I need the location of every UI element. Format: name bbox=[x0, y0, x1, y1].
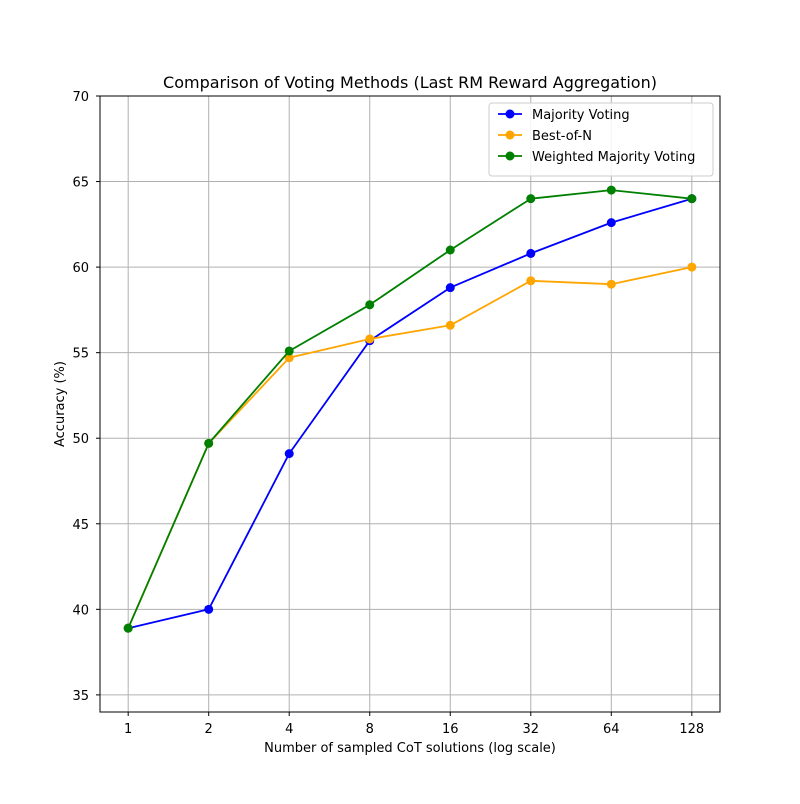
legend-label: Majority Voting bbox=[532, 108, 630, 123]
series-lines bbox=[123, 185, 697, 633]
data-point bbox=[204, 438, 214, 448]
y-tick-label: 35 bbox=[72, 689, 89, 704]
data-point bbox=[445, 245, 455, 255]
data-point bbox=[445, 320, 455, 330]
grid-lines bbox=[100, 95, 720, 712]
x-tick-label: 32 bbox=[523, 722, 540, 737]
legend-marker bbox=[505, 109, 515, 119]
plot-frame bbox=[99, 95, 721, 713]
y-tick-label: 40 bbox=[72, 603, 89, 618]
legend-marker bbox=[505, 151, 515, 161]
legend-item: Weighted Majority Voting bbox=[498, 150, 695, 165]
data-point bbox=[526, 194, 536, 204]
legend: Majority Voting Best-of-N Weighted Majorit… bbox=[488, 102, 714, 177]
data-point bbox=[365, 334, 375, 344]
data-point bbox=[606, 279, 616, 289]
y-tick-label: 45 bbox=[72, 518, 89, 533]
data-point bbox=[526, 248, 536, 258]
data-point bbox=[284, 449, 294, 459]
data-point bbox=[445, 283, 455, 293]
series-weighted-majority-voting bbox=[123, 185, 697, 633]
y-tick-label: 60 bbox=[72, 261, 89, 276]
y-tick-label: 50 bbox=[72, 432, 89, 447]
data-point bbox=[284, 346, 294, 356]
data-point bbox=[284, 353, 294, 363]
series-line bbox=[127, 197, 693, 630]
data-point bbox=[365, 300, 375, 310]
data-point bbox=[123, 623, 133, 633]
x-tick-label: 8 bbox=[366, 722, 374, 737]
data-point bbox=[204, 604, 214, 614]
data-point bbox=[606, 185, 616, 195]
y-tick-label: 65 bbox=[72, 176, 89, 191]
x-tick-label: 4 bbox=[285, 722, 293, 737]
x-tick-label: 2 bbox=[205, 722, 213, 737]
series-line bbox=[127, 266, 692, 629]
series-majority-voting bbox=[123, 194, 697, 633]
y-axis-label: Accuracy (%) bbox=[53, 361, 68, 447]
x-axis-label: Number of sampled CoT solutions (log sca… bbox=[264, 741, 556, 756]
axis-ticks: 1 2 4 8 16 32 64 128 35 40 45 50 55 60 65 70 bbox=[72, 90, 704, 737]
chart-title: Comparison of Voting Methods (Last RM Re… bbox=[163, 73, 657, 92]
legend-label: Weighted Majority Voting bbox=[532, 150, 695, 165]
legend-label: Best-of-N bbox=[532, 129, 592, 144]
data-point bbox=[687, 262, 697, 272]
data-point bbox=[526, 276, 536, 286]
data-point bbox=[606, 218, 616, 228]
y-tick-label: 55 bbox=[72, 347, 89, 362]
legend-marker bbox=[505, 130, 515, 140]
data-point bbox=[687, 194, 697, 204]
x-tick-label: 64 bbox=[603, 722, 620, 737]
x-tick-label: 1 bbox=[124, 722, 132, 737]
y-tick-label: 70 bbox=[72, 90, 89, 105]
x-tick-label: 16 bbox=[442, 722, 459, 737]
legend-box bbox=[488, 102, 714, 177]
legend-item: Majority Voting bbox=[498, 108, 630, 123]
legend-item: Best-of-N bbox=[498, 129, 592, 144]
x-tick-label: 128 bbox=[679, 722, 704, 737]
series-line bbox=[127, 189, 692, 629]
